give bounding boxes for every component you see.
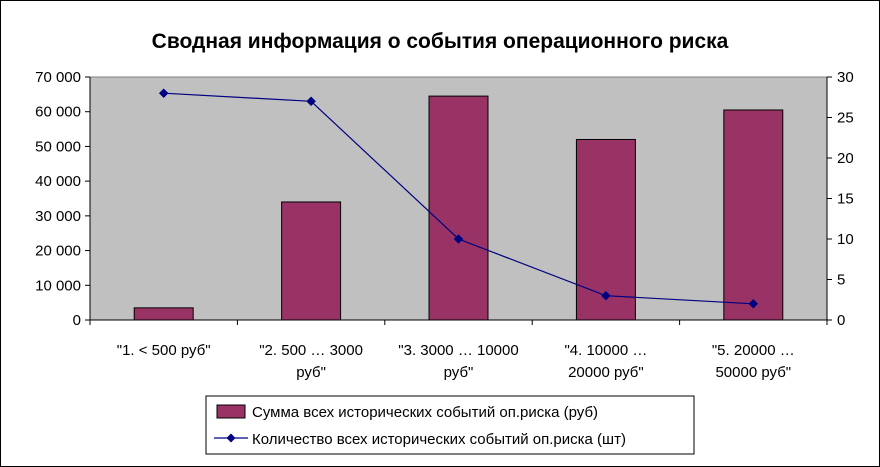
- axes-layer: 0 10 000 20 000 30 000 40 000 50 000 60 000 70 …: [35, 69, 854, 381]
- y-right-tick-label: 15: [837, 191, 854, 208]
- x-category-label: "1. < 500 руб": [117, 342, 211, 359]
- bars-layer: [133, 95, 784, 321]
- y-left-tick-label: 60 000: [35, 104, 81, 121]
- line-point-marker: [158, 88, 169, 99]
- legend-bar-label: Сумма всех исторических событий оп.риска…: [252, 404, 598, 421]
- chart-title: Сводная информация о события операционно…: [152, 30, 729, 53]
- x-category-label: "3. 3000 … 10000 руб": [398, 342, 518, 381]
- y-left-tick-label: 10 000: [35, 277, 81, 294]
- y-left-tick-label: 30 000: [35, 208, 81, 225]
- legend-box: [205, 395, 695, 455]
- line-point-marker: [306, 96, 316, 107]
- y-right-tick-label: 30: [837, 69, 854, 86]
- bar: [428, 95, 489, 321]
- bar: [133, 307, 194, 321]
- line-point-marker: [748, 298, 759, 309]
- legend-bar-swatch: [216, 404, 246, 419]
- y-left-tick-label: 50 000: [35, 138, 81, 155]
- bar: [723, 109, 784, 321]
- y-right-tick-label: 10: [837, 231, 854, 248]
- y-left-tick-label: 0: [73, 312, 81, 329]
- line-layer: [158, 88, 759, 309]
- x-category-label: "5. 20000 … 50000 руб": [712, 342, 795, 381]
- line-point-marker: [453, 234, 464, 244]
- line-point-marker: [601, 290, 611, 301]
- y-left-tick-label: 20 000: [35, 243, 81, 260]
- y-right-tick-label: 20: [837, 150, 854, 167]
- legend-line-label: Количество всех исторических событий оп.…: [252, 431, 626, 448]
- y-right-tick-label: 5: [837, 272, 845, 289]
- y-left-tick-label: 70 000: [35, 69, 81, 86]
- legend-line-marker: [226, 433, 236, 443]
- y-right-tick-label: 25: [837, 110, 854, 127]
- legend: Сумма всех исторических событий оп.риска…: [205, 395, 695, 455]
- y-left-tick-label: 40 000: [35, 173, 81, 190]
- x-category-label: "4. 10000 … 20000 руб": [564, 342, 647, 381]
- y-right-tick-label: 0: [837, 312, 845, 329]
- x-category-label: "2. 500 … 3000 руб": [259, 342, 363, 381]
- bar: [281, 201, 342, 321]
